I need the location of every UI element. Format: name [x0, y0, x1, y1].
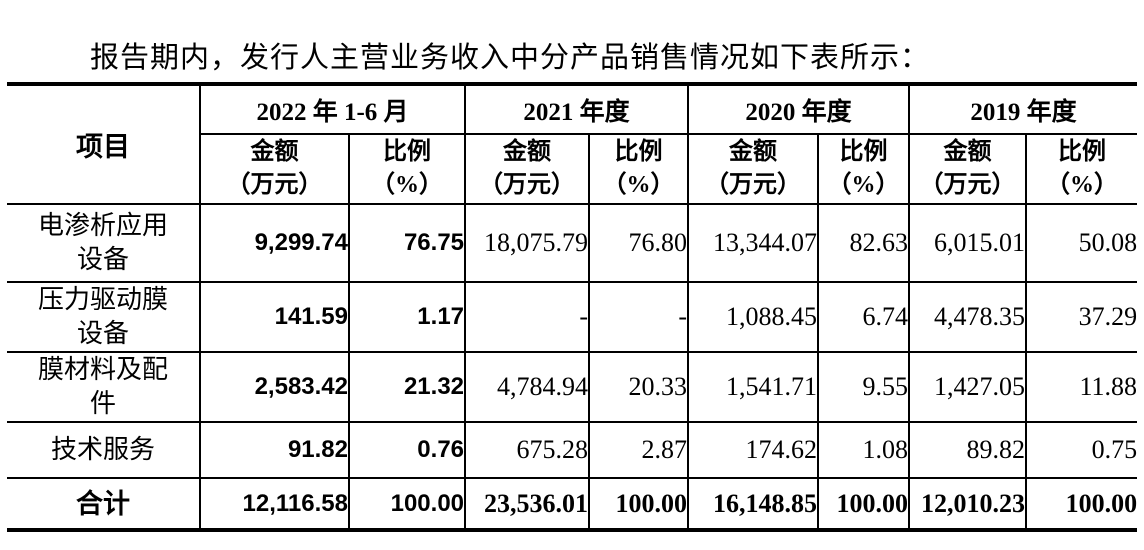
- value-cell: 91.82: [199, 421, 349, 479]
- header-ratio-2022: 比例 （%）: [347, 133, 466, 205]
- header-period-2020: 2020 年度: [687, 83, 910, 135]
- value-cell: 89.82: [908, 421, 1027, 479]
- row-label: 电渗析应用 设备: [7, 203, 200, 283]
- row-label: 压力驱动膜 设备: [7, 281, 200, 353]
- value-cell: 11.88: [1025, 351, 1138, 423]
- value-cell: 18,075.79: [464, 203, 590, 283]
- row-label: 技术服务: [7, 421, 200, 479]
- value-cell: 9,299.74: [199, 203, 349, 283]
- value-cell: 20.33: [588, 351, 689, 423]
- value-cell: 100.00: [817, 477, 910, 531]
- table-row-technical-services: 技术服务 91.82 0.76 675.28 2.87 174.62 1.08 …: [7, 421, 1138, 479]
- value-cell: 4,478.35: [908, 281, 1027, 353]
- intro-paragraph: 报告期内，发行人主营业务收入中分产品销售情况如下表所示：: [90, 42, 931, 74]
- value-cell: 16,148.85: [687, 477, 819, 531]
- value-cell: 82.63: [817, 203, 910, 283]
- value-cell: 50.08: [1025, 203, 1138, 283]
- value-cell: -: [588, 281, 689, 353]
- header-item: 项目: [7, 83, 200, 205]
- value-cell: 76.80: [588, 203, 689, 283]
- value-cell: 23,536.01: [464, 477, 590, 531]
- value-cell: 141.59: [199, 281, 349, 353]
- value-cell: 37.29: [1025, 281, 1138, 353]
- header-period-2019: 2019 年度: [908, 83, 1138, 135]
- table-row-pressure-driven-membrane-equipment: 压力驱动膜 设备 141.59 1.17 - - 1,088.45 6.74 4…: [7, 281, 1138, 353]
- value-cell: 1.08: [817, 421, 910, 479]
- header-amount-2019: 金额 （万元）: [908, 133, 1027, 205]
- header-ratio-2019: 比例 （%）: [1025, 133, 1138, 205]
- value-cell: 1,088.45: [687, 281, 819, 353]
- value-cell: 1,427.05: [908, 351, 1027, 423]
- table-row-total: 合计 12,116.58 100.00 23,536.01 100.00 16,…: [7, 477, 1138, 531]
- table-header-row-periods: 项目 2022 年 1-6 月 2021 年度 2020 年度 2019 年度: [7, 83, 1138, 205]
- value-cell: 9.55: [817, 351, 910, 423]
- table-row-membrane-materials-accessories: 膜材料及配 件 2,583.42 21.32 4,784.94 20.33 1,…: [7, 351, 1138, 423]
- value-cell: 12,116.58: [199, 477, 349, 531]
- value-cell: 2.87: [588, 421, 689, 479]
- value-cell: 174.62: [687, 421, 819, 479]
- value-cell: 1,541.71: [687, 351, 819, 423]
- header-amount-2022: 金额 （万元）: [199, 133, 349, 205]
- value-cell: 76.75: [347, 203, 466, 283]
- header-period-2021: 2021 年度: [464, 83, 689, 135]
- value-cell: 675.28: [464, 421, 590, 479]
- value-cell: 6,015.01: [908, 203, 1027, 283]
- value-cell: -: [464, 281, 590, 353]
- value-cell: 13,344.07: [687, 203, 819, 283]
- table-header-row-measures: 金额 （万元） 比例 （%） 金额 （万元） 比例 （%） 金额 （万元） 比例…: [7, 133, 1138, 205]
- value-cell: 0.75: [1025, 421, 1138, 479]
- header-ratio-2020: 比例 （%）: [817, 133, 910, 205]
- value-cell: 2,583.42: [199, 351, 349, 423]
- value-cell: 100.00: [1025, 477, 1138, 531]
- value-cell: 21.32: [347, 351, 466, 423]
- row-label: 膜材料及配 件: [7, 351, 200, 423]
- header-amount-2021: 金额 （万元）: [464, 133, 590, 205]
- value-cell: 6.74: [817, 281, 910, 353]
- value-cell: 0.76: [347, 421, 466, 479]
- revenue-by-product-table: 项目 2022 年 1-6 月 2021 年度 2020 年度 2019 年度 …: [7, 82, 1138, 532]
- value-cell: 1.17: [347, 281, 466, 353]
- value-cell: 100.00: [347, 477, 466, 531]
- value-cell: 12,010.23: [908, 477, 1027, 531]
- header-amount-2020: 金额 （万元）: [687, 133, 819, 205]
- header-period-2022: 2022 年 1-6 月: [198, 83, 466, 135]
- table-row-electrodialysis-equipment: 电渗析应用 设备 9,299.74 76.75 18,075.79 76.80 …: [7, 203, 1138, 283]
- row-label-total: 合计: [7, 477, 200, 531]
- value-cell: 4,784.94: [464, 351, 590, 423]
- header-ratio-2021: 比例 （%）: [588, 133, 689, 205]
- value-cell: 100.00: [588, 477, 689, 531]
